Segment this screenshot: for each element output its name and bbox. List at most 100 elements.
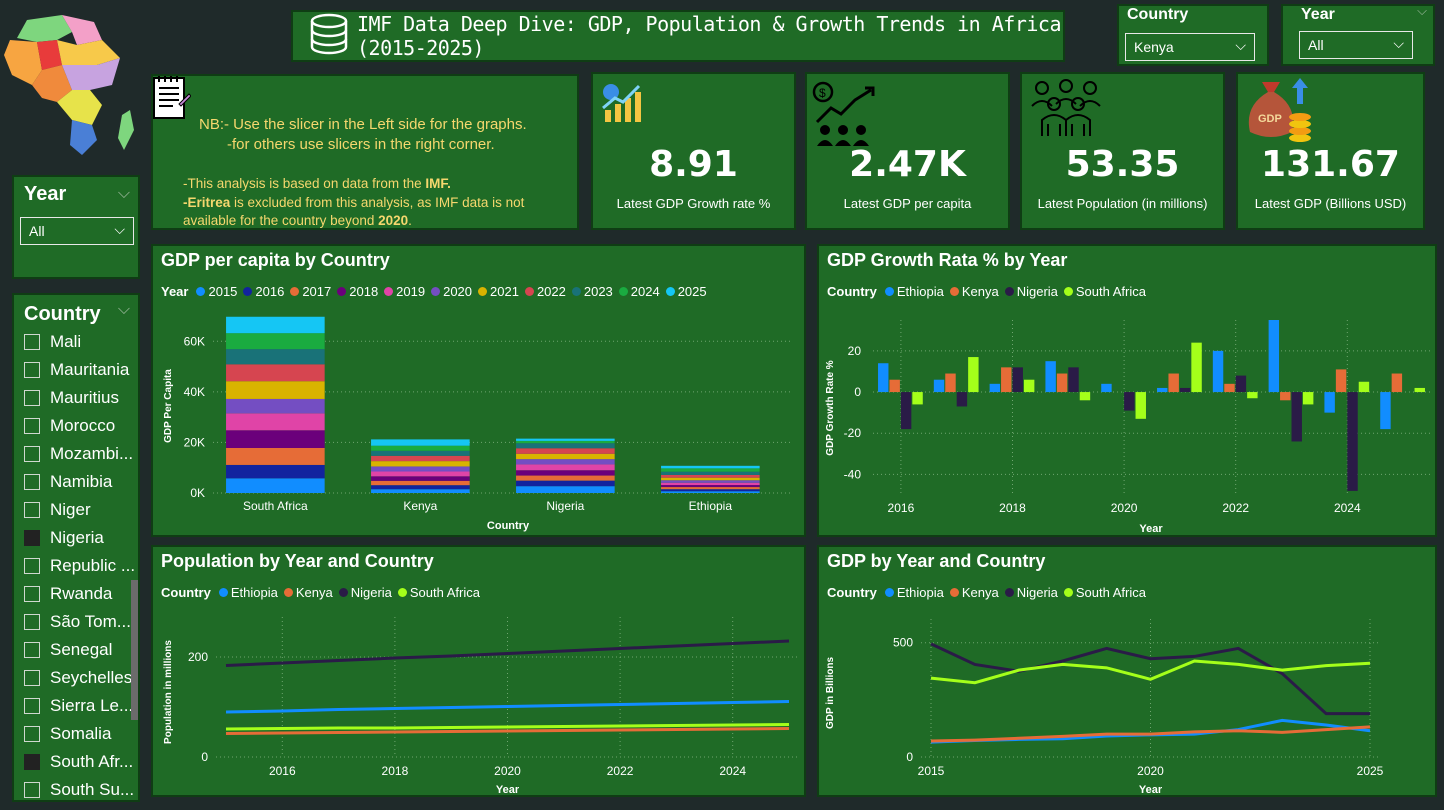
country-list-item[interactable]: Rwanda [22, 580, 138, 608]
checkbox[interactable] [24, 754, 40, 770]
country-list-item[interactable]: São Tom... [22, 608, 138, 636]
country-list-item[interactable]: Mauritius [22, 384, 138, 412]
legend-item[interactable]: 2019 [384, 284, 425, 299]
legend-swatch [571, 287, 581, 296]
legend-item[interactable]: 2016 [243, 284, 284, 299]
legend-item[interactable]: South Africa [397, 585, 480, 600]
year-dropdown-left[interactable]: All ⌵ [20, 217, 134, 245]
country-list-item[interactable]: Somalia [22, 720, 138, 748]
checkbox[interactable] [24, 586, 40, 602]
country-list-item[interactable]: Mozambi... [22, 440, 138, 468]
legend-item[interactable]: 2021 [478, 284, 519, 299]
country-list-item[interactable]: Morocco [22, 412, 138, 440]
bar-segment [371, 480, 470, 486]
legend-item[interactable]: 2017 [290, 284, 331, 299]
population-icon [1028, 76, 1104, 150]
country-list-item[interactable]: Mauritania [22, 356, 138, 384]
checkbox[interactable] [24, 726, 40, 742]
x-tick-label: 2015 [918, 764, 945, 778]
checkbox[interactable] [24, 362, 40, 378]
legend-item[interactable]: 2024 [618, 284, 660, 299]
country-slicer-label: Country [1127, 6, 1189, 23]
checkbox[interactable] [24, 530, 40, 546]
legend-item[interactable]: South Africa [1063, 585, 1146, 600]
country-list-item[interactable]: Mali [22, 328, 138, 356]
legend-item[interactable]: Ethiopia [218, 585, 278, 600]
country-list-item[interactable]: Sierra Le... [22, 692, 138, 720]
legend-item[interactable]: Kenya [283, 585, 333, 600]
legend-item[interactable]: 2015 [196, 284, 237, 299]
country-list-item[interactable]: South Su... [22, 776, 138, 800]
country-label: Somalia [50, 724, 112, 743]
legend-label: Kenya [295, 585, 333, 600]
legend-item[interactable]: 2018 [337, 284, 378, 299]
bar [1101, 383, 1112, 393]
kpi-gdp-growth: 8.91 Latest GDP Growth rate % [591, 72, 796, 230]
bar-segment [371, 450, 470, 456]
legend-swatch [949, 588, 959, 597]
checkbox[interactable] [24, 334, 40, 350]
country-slicer-left[interactable]: Country ⌵ Mali Mauritania Mauritius Morocco… [12, 293, 140, 802]
legend-item[interactable]: South Africa [1063, 284, 1146, 299]
legend-item[interactable]: 2022 [524, 284, 566, 299]
legend-item[interactable]: Nigeria [1004, 284, 1058, 299]
legend-label: 2018 [349, 284, 379, 299]
checkbox[interactable] [24, 670, 40, 686]
x-tick-label: 2018 [382, 764, 409, 778]
checkbox[interactable] [24, 418, 40, 434]
country-list-item[interactable]: South Afr... [22, 748, 138, 776]
scrollbar[interactable] [131, 580, 138, 720]
legend-item[interactable]: Nigeria [338, 585, 392, 600]
bar-segment [516, 470, 615, 476]
legend-label: Kenya [961, 585, 999, 600]
legend-item[interactable]: Kenya [949, 585, 999, 600]
country-dropdown[interactable]: Kenya ⌵ [1125, 33, 1255, 61]
country-list-item[interactable]: Seychelles [22, 664, 138, 692]
kpi-label: Latest GDP per capita [843, 196, 972, 211]
legend-item[interactable]: 2023 [571, 284, 613, 299]
legend-item[interactable]: Ethiopia [884, 284, 944, 299]
bar-segment [226, 381, 325, 399]
kpi-label: Latest GDP (Billions USD) [1254, 196, 1407, 211]
year-slicer-top[interactable]: Year ⌵ All ⌵ [1281, 4, 1435, 66]
legend-item[interactable]: 2020 [431, 284, 472, 299]
legend-item[interactable]: Nigeria [1004, 585, 1058, 600]
bar [1157, 387, 1168, 393]
legend-swatch [478, 287, 488, 296]
country-list-item[interactable]: Namibia [22, 468, 138, 496]
country-list-item[interactable]: Niger [22, 496, 138, 524]
bar [1135, 392, 1146, 419]
y-axis-label: GDP Growth Rate % [825, 360, 836, 455]
series-line [225, 723, 790, 731]
checkbox[interactable] [24, 474, 40, 490]
bar [1391, 373, 1403, 393]
y-tick-label: 40K [184, 385, 205, 399]
y-axis-label: GDP in Billions [825, 657, 836, 729]
bar [1191, 342, 1202, 393]
checkbox[interactable] [24, 782, 40, 798]
legend-item[interactable]: 2025 [665, 284, 707, 299]
y-axis-label: GDP Per Capita [163, 369, 174, 443]
kpi-population: 53.35 Latest Population (in millions) [1020, 72, 1225, 230]
chart-plot: 0 500 2015 2020 2025 Year GDP in Billions [825, 619, 1384, 795]
country-list-item[interactable]: Nigeria [22, 524, 138, 552]
checkbox[interactable] [24, 502, 40, 518]
country-list-item[interactable]: Senegal [22, 636, 138, 664]
year-dropdown[interactable]: All ⌵ [1299, 31, 1413, 59]
legend-title: Country [161, 585, 211, 600]
checkbox[interactable] [24, 446, 40, 462]
country-list-item[interactable]: Republic ... [22, 552, 138, 580]
checkbox[interactable] [24, 558, 40, 574]
legend-item[interactable]: Kenya [949, 284, 999, 299]
bar [956, 392, 968, 407]
checkbox[interactable] [24, 614, 40, 630]
y-tick-label: 0 [906, 750, 913, 764]
legend-label: 2020 [443, 284, 473, 299]
checkbox[interactable] [24, 642, 40, 658]
year-slicer-left[interactable]: Year ⌵ All ⌵ [12, 175, 140, 279]
country-slicer-top[interactable]: Country Kenya ⌵ [1117, 4, 1269, 66]
checkbox[interactable] [24, 698, 40, 714]
bar [1247, 392, 1258, 399]
legend-item[interactable]: Ethiopia [884, 585, 944, 600]
checkbox[interactable] [24, 390, 40, 406]
